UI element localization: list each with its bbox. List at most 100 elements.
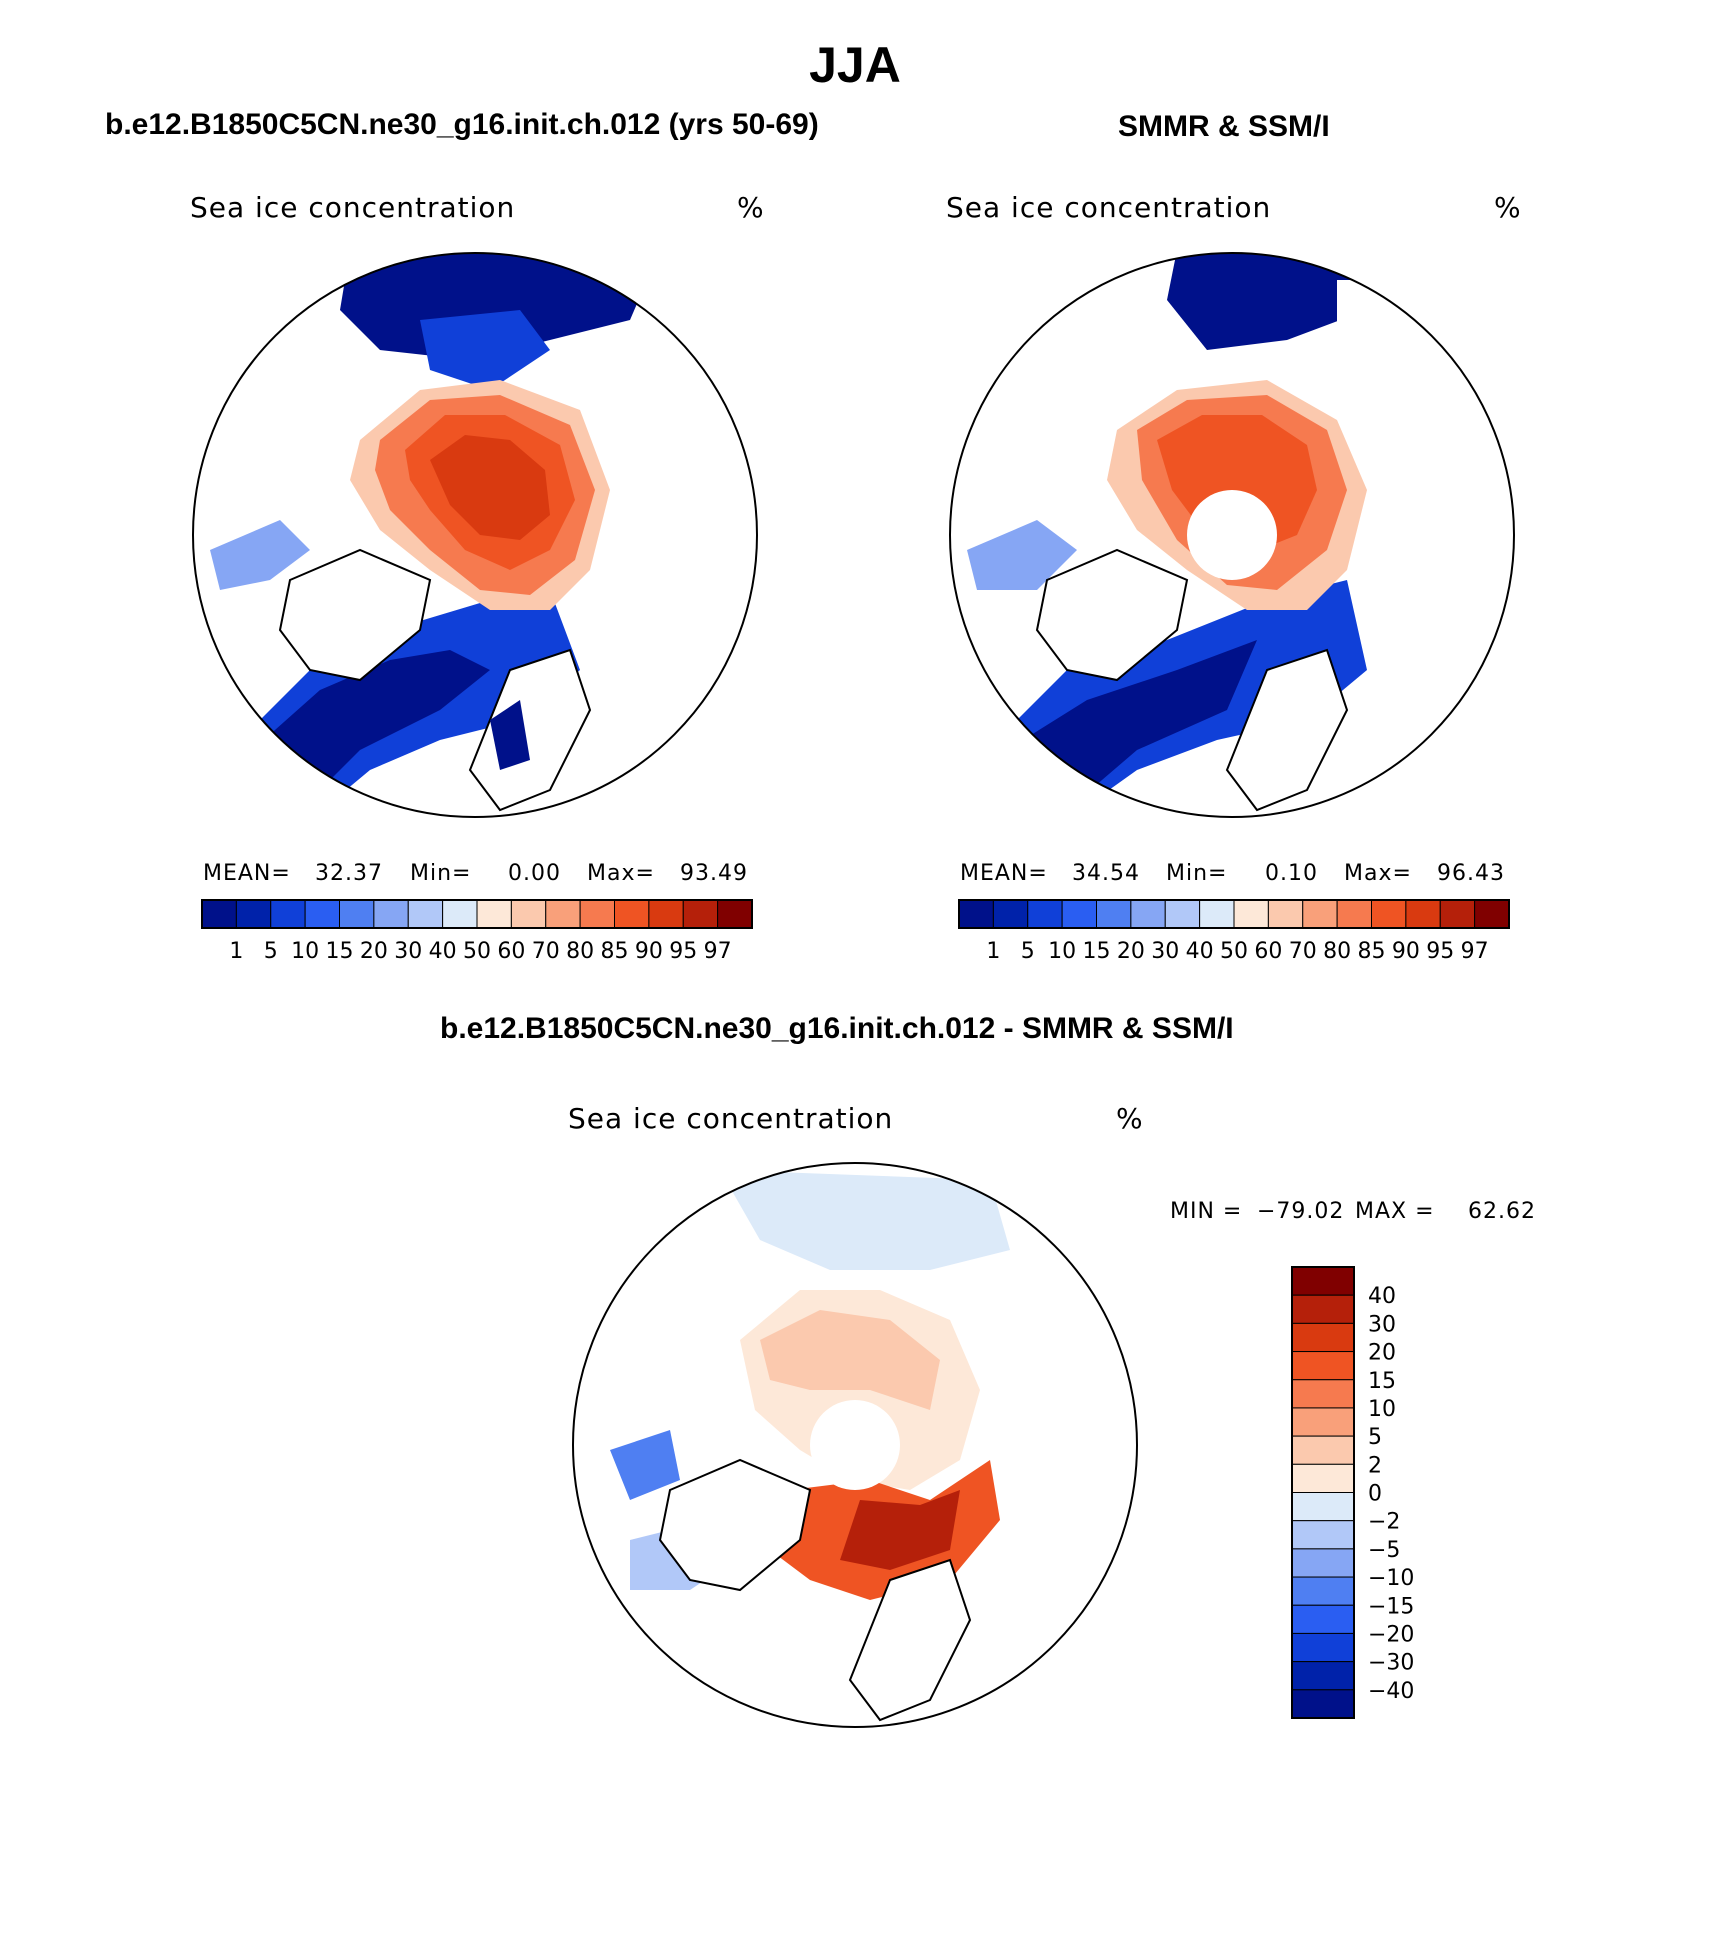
panel3-colorbar-swatch — [1291, 1407, 1355, 1437]
panel2-colorbar-tick-label: 90 — [1392, 939, 1420, 964]
panel2-map — [949, 252, 1515, 818]
panel2-colorbar-tick-label: 95 — [1426, 939, 1454, 964]
panel2-colorbar-swatch — [1199, 899, 1235, 929]
panel2-colorbar-swatch — [1130, 899, 1166, 929]
panel3-colorbar-swatch — [1291, 1492, 1355, 1522]
panel1-colorbar-swatch — [235, 899, 272, 929]
panel2-colorbar-tick-label: 70 — [1289, 939, 1317, 964]
panel3-colorbar-swatch — [1291, 1322, 1355, 1353]
panel3-colorbar-tick-label: −2 — [1368, 1510, 1400, 1535]
panel1-colorbar-swatch — [442, 899, 478, 929]
panel1-colorbar-tick-label: 90 — [635, 939, 663, 964]
panel3-min-value: −79.02 — [1257, 1199, 1345, 1224]
panel1-colorbar-tick-label: 85 — [601, 939, 629, 964]
panel1-mean-label: MEAN= — [203, 861, 291, 886]
panel1-colorbar-tick-label: 60 — [497, 939, 525, 964]
panel3-colorbar-swatch — [1291, 1379, 1355, 1409]
panel1-colorbar-tick-label: 70 — [532, 939, 560, 964]
panel1-min-value: 0.00 — [508, 861, 561, 886]
panel1-colorbar-swatch — [614, 899, 650, 929]
panel1-colorbar-swatch — [304, 899, 340, 929]
panel1-colorbar-swatch — [407, 899, 444, 929]
panel3-colorbar-tick-label: −40 — [1368, 1679, 1414, 1704]
panel3-colorbar-tick-label: 40 — [1368, 1284, 1396, 1309]
panel1-header: b.e12.B1850C5CN.ne30_g16.init.ch.012 (yr… — [105, 108, 819, 141]
panel3-colorbar-tick-label: 2 — [1368, 1453, 1382, 1478]
panel1-colorbar-swatch — [201, 899, 237, 929]
panel2-min-value: 0.10 — [1265, 861, 1318, 886]
panel2-colorbar-swatch — [1267, 899, 1304, 929]
panel1-colorbar: 1 5 10 15 20 30 40 50 60 70 80 85 90 95 97 — [201, 899, 753, 964]
panel2-colorbar-swatch — [1439, 899, 1476, 929]
panel3-colorbar-swatch — [1291, 1294, 1355, 1324]
panel1-max-value: 93.49 — [680, 861, 748, 886]
panel1-colorbar-tick-label: 97 — [704, 939, 732, 964]
panel1-unit: % — [737, 191, 765, 224]
panel3-unit: % — [1116, 1102, 1144, 1135]
panel1-map-label: Sea ice concentration — [190, 191, 516, 224]
panel2-colorbar: 1 5 10 15 20 30 40 50 60 70 80 85 90 95 97 — [958, 899, 1510, 964]
panel1-colorbar-swatch — [373, 899, 409, 929]
panel3-colorbar-tick-label: 5 — [1368, 1425, 1382, 1450]
panel1-min-label: Min= — [410, 861, 472, 886]
panel2-colorbar-tick-label: 60 — [1254, 939, 1282, 964]
panel3-colorbar-swatch — [1291, 1463, 1355, 1493]
panel1-colorbar-tick-label: 15 — [326, 939, 354, 964]
panel3-max-label: MAX = — [1355, 1199, 1435, 1224]
panel1-colorbar-swatch — [476, 899, 512, 929]
panel1-colorbar-tick-label: 5 — [264, 939, 278, 964]
panel1-colorbar-swatch — [339, 899, 375, 929]
panel1-colorbar-swatch — [717, 899, 753, 929]
panel1-colorbar-tick-label: 95 — [669, 939, 697, 964]
panel2-unit: % — [1494, 191, 1522, 224]
panel2-colorbar-swatch — [1233, 899, 1269, 929]
panel1-mean-value: 32.37 — [315, 861, 383, 886]
panel1-colorbar-swatch — [682, 899, 719, 929]
panel2-colorbar-tick-label: 80 — [1323, 939, 1351, 964]
panel2-colorbar-tick-label: 1 — [986, 939, 1000, 964]
panel2-colorbar-swatch — [1027, 899, 1063, 929]
panel1-colorbar-tick-label: 1 — [229, 939, 243, 964]
panel2-max-label: Max= — [1344, 861, 1412, 886]
panel3-colorbar-tick-label: −30 — [1368, 1651, 1414, 1676]
panel2-colorbar-swatch — [1336, 899, 1372, 929]
panel3-map — [572, 1162, 1138, 1728]
panel3-colorbar-tick-label: 15 — [1368, 1369, 1396, 1394]
panel3-map-label: Sea ice concentration — [568, 1102, 894, 1135]
panel2-colorbar-tick-label: 97 — [1461, 939, 1489, 964]
panel2-mean-label: MEAN= — [960, 861, 1048, 886]
panel3-colorbar-swatch — [1291, 1520, 1355, 1550]
panel3-colorbar-tick-label: 20 — [1368, 1341, 1396, 1366]
panel1-colorbar-tick-label: 30 — [394, 939, 422, 964]
panel1-map — [192, 252, 758, 818]
panel1-colorbar-frame — [201, 899, 753, 929]
panel2-max-value: 96.43 — [1437, 861, 1505, 886]
panel2-colorbar-swatch — [958, 899, 994, 929]
panel3-colorbar-swatch — [1291, 1266, 1355, 1296]
panel3-colorbar-swatch — [1291, 1351, 1355, 1381]
panel3-colorbar-tick-label: −10 — [1368, 1566, 1414, 1591]
panel2-mean-value: 34.54 — [1072, 861, 1140, 886]
panel3-colorbar-tick-label: 10 — [1368, 1397, 1396, 1422]
panel3-colorbar-tick-label: 0 — [1368, 1482, 1382, 1507]
panel2-colorbar-swatch — [1405, 899, 1441, 929]
panel2-colorbar-tick-label: 15 — [1083, 939, 1111, 964]
panel1-colorbar-swatch — [579, 899, 615, 929]
panel3-header: b.e12.B1850C5CN.ne30_g16.init.ch.012 - S… — [440, 1012, 1234, 1045]
panel2-colorbar-frame — [958, 899, 1510, 929]
panel2-colorbar-swatch — [1371, 899, 1407, 929]
panel3-colorbar-tick-label: 30 — [1368, 1312, 1396, 1337]
panel3-colorbar-tick-label: −15 — [1368, 1594, 1414, 1619]
panel3-max-value: 62.62 — [1468, 1199, 1536, 1224]
panel1-colorbar-tick-label: 50 — [463, 939, 491, 964]
figure-title: JJA — [809, 37, 901, 93]
panel1-colorbar-swatch — [545, 899, 581, 929]
panel3-colorbar-swatch — [1291, 1576, 1355, 1606]
panel2-header: SMMR & SSM/I — [1118, 110, 1330, 143]
panel1-colorbar-tick-label: 10 — [291, 939, 319, 964]
panel3-colorbar-tick-label: −20 — [1368, 1622, 1414, 1647]
panel1-max-label: Max= — [587, 861, 655, 886]
panel2-colorbar-tick-label: 30 — [1151, 939, 1179, 964]
panel1-colorbar-tick-label: 40 — [429, 939, 457, 964]
panel2-colorbar-swatch — [1474, 899, 1510, 929]
